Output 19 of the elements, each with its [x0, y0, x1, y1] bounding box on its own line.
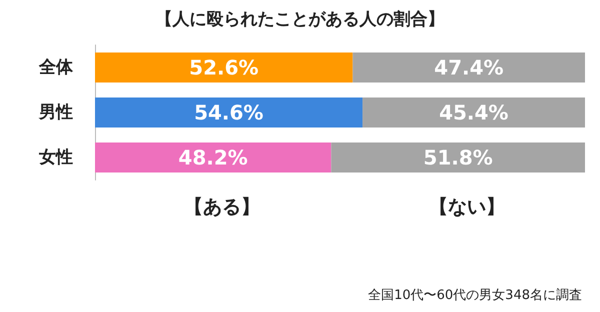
series-label: 【ない】 — [428, 196, 505, 218]
data-label: 48.2% — [178, 146, 248, 170]
chart-title: 【人に殴られたことがある人の割合】 — [156, 10, 444, 30]
data-label: 51.8% — [423, 146, 493, 170]
bar — [352, 52, 585, 82]
bar — [95, 52, 353, 82]
y-tick-label: 男性 — [38, 102, 73, 122]
bar — [331, 142, 585, 172]
bar — [95, 142, 332, 172]
y-tick-label: 女性 — [38, 148, 73, 168]
text: 全国10代〜60代の男女348名に調査 — [368, 288, 582, 303]
data-label: 52.6% — [189, 56, 259, 80]
bar — [95, 98, 363, 128]
data-label: 54.6% — [194, 100, 264, 124]
data-label: 47.4% — [434, 56, 504, 80]
y-tick-label: 全体 — [38, 58, 74, 78]
bar — [362, 98, 585, 128]
data-label: 45.4% — [439, 100, 508, 124]
series-label: 【ある】 — [184, 196, 260, 218]
